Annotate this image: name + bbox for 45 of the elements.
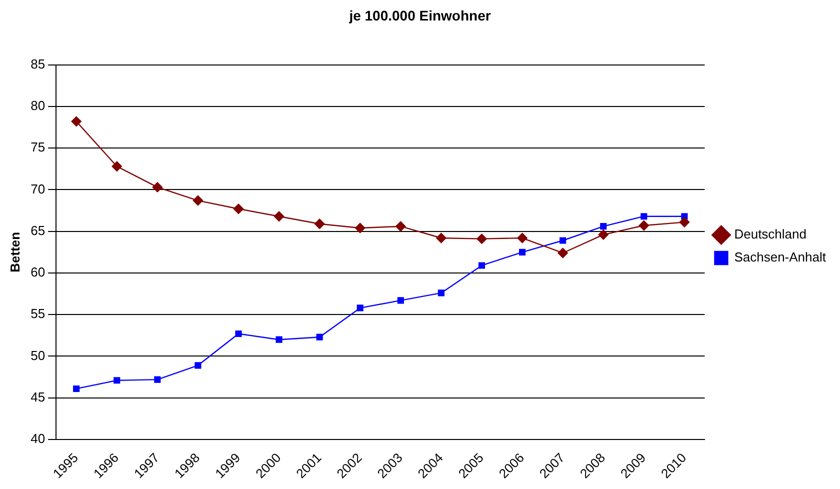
point <box>438 290 444 296</box>
y-tick-label: 85 <box>30 56 46 72</box>
y-axis-title: Betten <box>7 232 22 272</box>
point <box>436 232 446 244</box>
point <box>478 262 486 269</box>
chart-title: je 100.000 Einwohner <box>348 7 492 24</box>
point <box>235 330 242 338</box>
point <box>476 234 487 244</box>
point <box>194 362 202 369</box>
y-tick-label: 65 <box>30 222 46 238</box>
y-tick-label: 50 <box>30 348 46 363</box>
point <box>638 220 650 231</box>
point <box>71 116 82 127</box>
point <box>274 211 284 222</box>
y-tick-label: 60 <box>30 264 46 280</box>
point <box>192 195 204 206</box>
point <box>396 221 406 232</box>
point <box>598 230 608 240</box>
point <box>560 237 566 244</box>
point <box>112 161 122 172</box>
point <box>356 304 364 312</box>
point <box>558 248 568 258</box>
legend-label: Sachsen-Anhalt <box>734 250 826 265</box>
point <box>233 204 244 214</box>
point <box>114 377 120 384</box>
point <box>640 213 648 220</box>
point <box>397 297 404 304</box>
y-tick-label: 75 <box>30 140 46 155</box>
point <box>679 217 690 228</box>
point <box>600 223 607 230</box>
y-tick-label: 45 <box>30 389 46 404</box>
point <box>355 222 366 234</box>
point <box>517 232 528 244</box>
point <box>314 218 325 229</box>
point <box>152 182 163 192</box>
point <box>154 376 161 383</box>
point <box>316 334 323 340</box>
legend-label: Deutschland <box>734 226 806 242</box>
y-tick-label: 40 <box>30 431 46 446</box>
point <box>276 336 282 343</box>
y-tick-label: 80 <box>30 98 46 114</box>
point <box>518 248 526 256</box>
point <box>73 385 80 392</box>
y-tick-label: 55 <box>30 306 46 322</box>
y-tick-label: 70 <box>30 181 46 196</box>
